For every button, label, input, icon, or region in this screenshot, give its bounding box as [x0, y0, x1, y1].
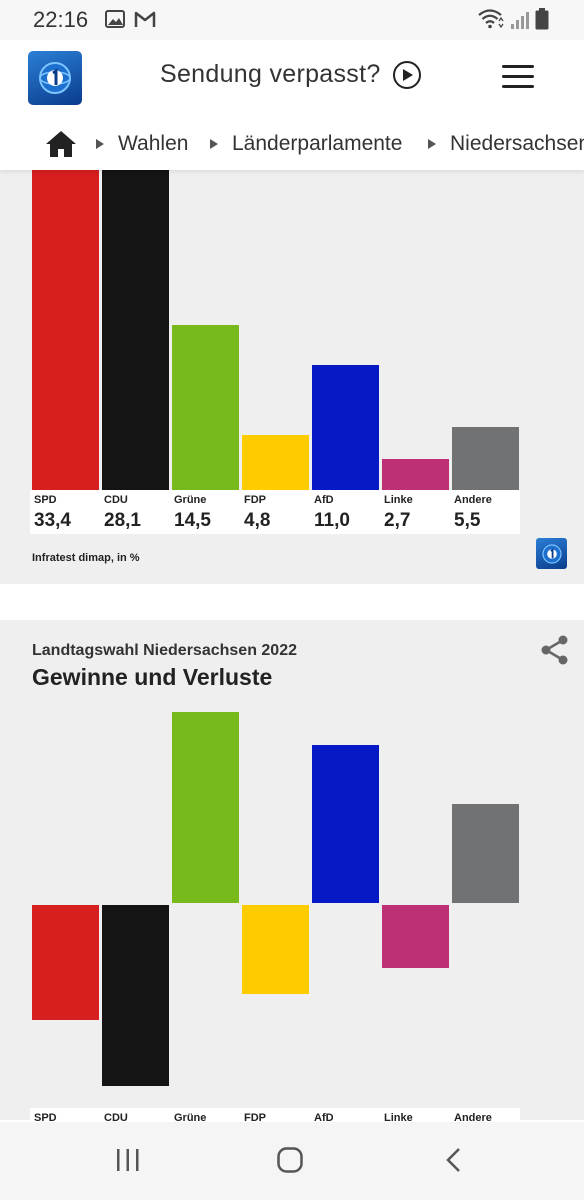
party-label: CDU — [104, 1112, 128, 1124]
value-label: 11,0 — [314, 510, 350, 531]
party-label: FDP — [244, 1112, 266, 1124]
logo-globe-icon — [541, 543, 562, 564]
results-chart-card: Infratest dimap, in % SPD 33,4 CDU 28,1 Grün… — [0, 170, 584, 584]
value-label: 14,5 — [174, 510, 211, 531]
results-label-strip — [30, 490, 520, 534]
party-label: Andere — [454, 1112, 492, 1124]
value-label: 4,8 — [244, 510, 271, 531]
party-label: Linke — [384, 1112, 413, 1124]
status-time: 22:16 — [33, 7, 89, 32]
home-icon[interactable] — [45, 129, 77, 159]
tagesschau-logo[interactable] — [28, 51, 82, 105]
party-label: Andere — [454, 494, 492, 506]
party-label: Grüne — [174, 494, 207, 506]
change-bar-andere — [452, 804, 519, 903]
party-label: SPD — [34, 1112, 57, 1124]
recent-apps-icon[interactable] — [114, 1146, 142, 1174]
change-bar-afd — [312, 745, 379, 903]
breadcrumb-arrow-icon — [428, 139, 436, 149]
header-title: Sendung verpasst? — [160, 60, 381, 88]
battery-icon — [535, 8, 549, 30]
bar-afd — [312, 364, 379, 490]
wifi-icon — [478, 9, 504, 29]
party-label: FDP — [244, 494, 266, 506]
breadcrumb-wahlen[interactable]: Wahlen — [96, 132, 188, 156]
status-bar: 22:16 — [0, 0, 584, 40]
sendung-verpasst-link[interactable]: Sendung verpasst? — [160, 60, 421, 89]
hamburger-menu-icon[interactable] — [502, 65, 534, 89]
chart-supertitle: Landtagswahl Niedersachsen 2022 — [32, 642, 297, 659]
party-label: CDU — [104, 494, 128, 506]
chart-title: Gewinne und Verluste — [32, 664, 273, 690]
bar-linke — [382, 459, 449, 490]
logo-globe-icon — [39, 62, 71, 94]
value-label: 2,7 — [384, 510, 411, 531]
bar-gruene — [172, 324, 239, 490]
bar-fdp — [242, 435, 309, 490]
change-bar-fdp — [242, 905, 309, 994]
app-header: Sendung verpasst? Wahlen Länderparlament… — [0, 40, 584, 170]
breadcrumb: Wahlen Länderparlamente Niedersachsen — [0, 124, 584, 166]
value-label: 5,5 — [454, 510, 481, 531]
party-label: AfD — [314, 1112, 334, 1124]
change-bar-linke — [382, 905, 449, 968]
android-nav-bar — [0, 1122, 584, 1200]
gains-losses-chart-card: Landtagswahl Niedersachsen 2022 Gewinne … — [0, 620, 584, 1138]
tagesschau-mini-logo — [536, 538, 567, 569]
signal-icon — [511, 12, 529, 29]
party-label: Grüne — [174, 1112, 207, 1124]
gallery-icon — [105, 10, 125, 28]
bar-andere — [452, 427, 519, 490]
party-label: Linke — [384, 494, 413, 506]
play-icon — [392, 60, 421, 89]
value-label: 33,4 — [34, 510, 71, 531]
party-label: AfD — [314, 494, 334, 506]
chart-source: Infratest dimap, in % — [32, 552, 140, 564]
share-icon[interactable] — [539, 634, 571, 666]
home-nav-icon[interactable] — [276, 1146, 304, 1174]
breadcrumb-laenderparlamente[interactable]: Länderparlamente — [210, 132, 402, 156]
change-bar-spd — [32, 905, 99, 1021]
change-bar-cdu — [102, 905, 169, 1086]
gmail-icon — [134, 11, 156, 27]
bar-cdu — [102, 170, 169, 490]
change-bar-gruene — [172, 712, 239, 903]
bar-spd — [32, 170, 99, 490]
breadcrumb-niedersachsen[interactable]: Niedersachsen — [428, 132, 584, 156]
breadcrumb-arrow-icon — [96, 139, 104, 149]
party-label: SPD — [34, 494, 57, 506]
breadcrumb-arrow-icon — [210, 139, 218, 149]
value-label: 28,1 — [104, 510, 141, 531]
back-icon[interactable] — [441, 1146, 469, 1174]
